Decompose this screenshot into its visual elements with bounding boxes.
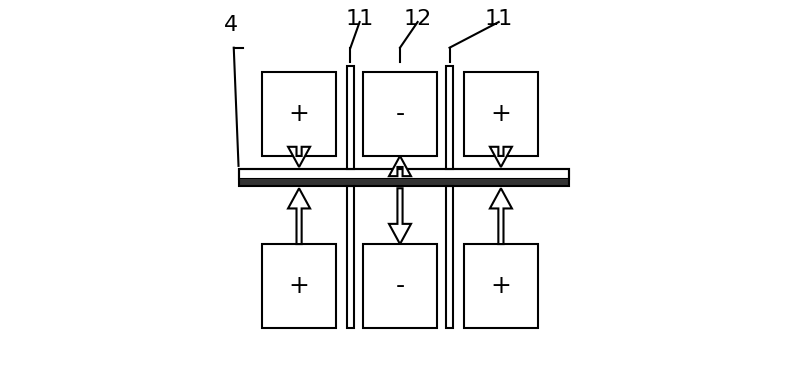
Bar (262, 244, 336, 328)
Polygon shape (389, 188, 411, 244)
Polygon shape (288, 147, 310, 167)
Bar (446, 186, 453, 328)
Text: +: + (289, 274, 310, 298)
Text: 12: 12 (403, 9, 432, 29)
Polygon shape (288, 188, 310, 244)
Bar (347, 186, 354, 328)
Polygon shape (490, 188, 512, 244)
Polygon shape (389, 156, 411, 176)
Text: 11: 11 (485, 9, 513, 29)
Bar (464, 72, 538, 156)
Bar (347, 66, 354, 169)
Bar (363, 244, 437, 328)
Text: 4: 4 (224, 15, 238, 34)
Bar (238, 169, 569, 179)
Text: 11: 11 (346, 9, 374, 29)
Bar (238, 179, 569, 186)
Text: -: - (395, 274, 405, 298)
Text: +: + (289, 102, 310, 126)
Text: +: + (490, 274, 511, 298)
Text: +: + (490, 102, 511, 126)
Bar (363, 72, 437, 156)
Bar (262, 72, 336, 156)
Bar (464, 244, 538, 328)
Text: -: - (395, 102, 405, 126)
Polygon shape (490, 147, 512, 167)
Bar (446, 66, 453, 169)
Bar (238, 169, 569, 186)
